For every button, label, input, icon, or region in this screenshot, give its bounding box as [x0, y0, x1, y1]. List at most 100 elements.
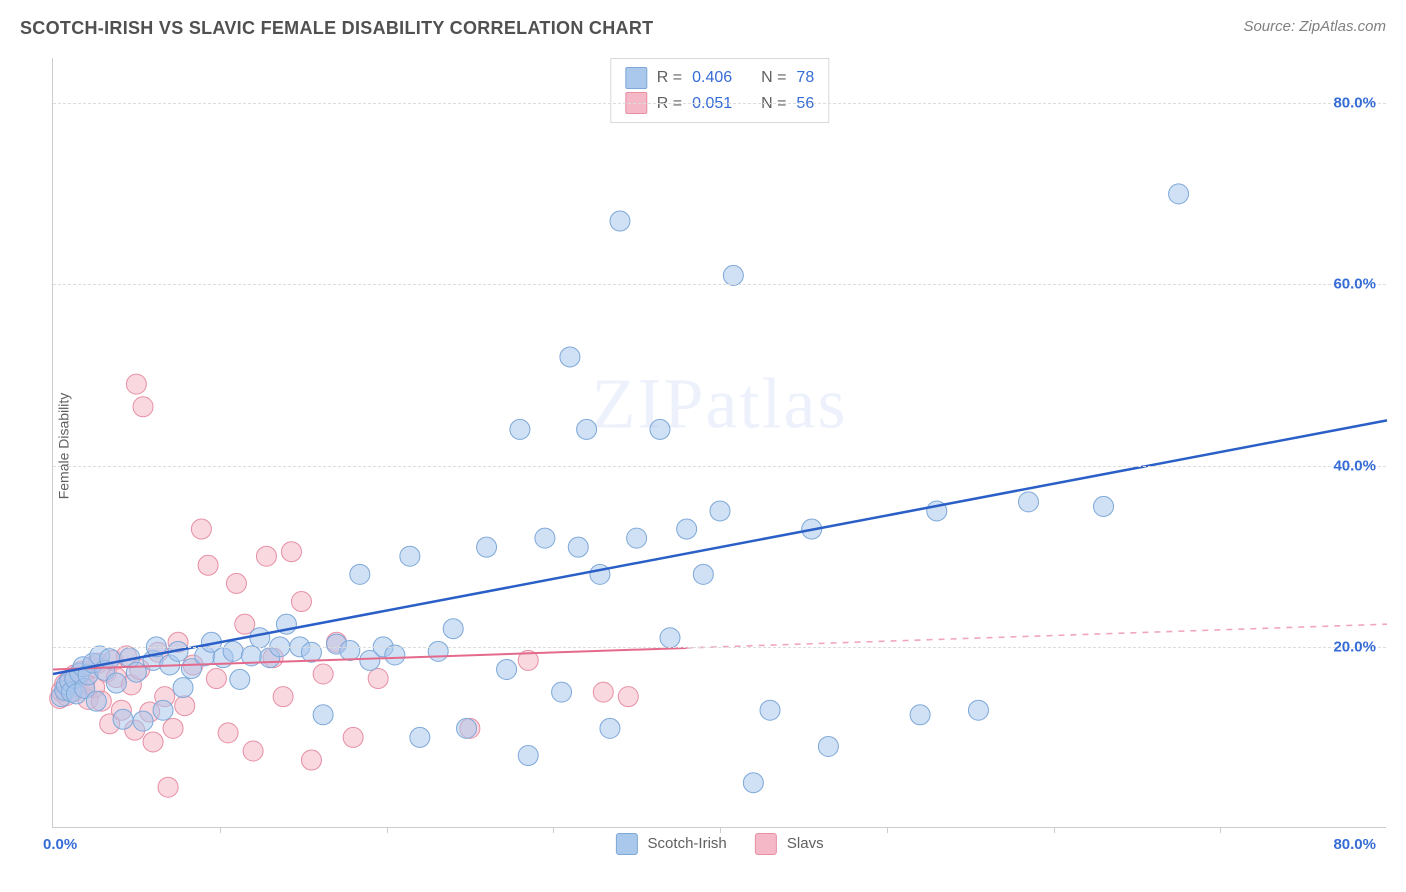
data-point [223, 641, 243, 661]
y-tick-label: 20.0% [1333, 638, 1376, 655]
n-label: N = [761, 65, 786, 91]
data-point [273, 687, 293, 707]
data-point [301, 642, 321, 662]
y-tick-label: 40.0% [1333, 457, 1376, 474]
data-point [313, 664, 333, 684]
data-point [106, 673, 126, 693]
data-point [568, 537, 588, 557]
data-point [710, 501, 730, 521]
gridline [53, 466, 1386, 467]
data-point [618, 687, 638, 707]
chart-container: SCOTCH-IRISH VS SLAVIC FEMALE DISABILITY… [0, 0, 1406, 892]
data-point [535, 528, 555, 548]
data-point [600, 718, 620, 738]
data-point [256, 546, 276, 566]
data-point [593, 682, 613, 702]
data-point [301, 750, 321, 770]
data-point [510, 419, 530, 439]
swatch-series-1 [625, 67, 647, 89]
x-axis-min-label: 0.0% [43, 836, 77, 853]
data-point [650, 419, 670, 439]
data-point [153, 700, 173, 720]
stats-box: R = 0.406 N = 78 R = 0.051 N = 56 [610, 58, 829, 123]
data-point [163, 718, 183, 738]
data-point [552, 682, 572, 702]
x-tick [887, 827, 888, 833]
data-point [86, 691, 106, 711]
legend-item-series-2: Slavs [755, 833, 824, 855]
data-point [113, 709, 133, 729]
data-point [910, 705, 930, 725]
y-tick-label: 80.0% [1333, 95, 1376, 112]
data-point [291, 592, 311, 612]
data-point [226, 573, 246, 593]
data-point [693, 564, 713, 584]
legend-label-series-2: Slavs [787, 835, 824, 852]
x-tick [220, 827, 221, 833]
gridline [53, 647, 1386, 648]
data-point [343, 727, 363, 747]
data-point [723, 265, 743, 285]
r-label: R = [657, 65, 682, 91]
data-point [143, 732, 163, 752]
data-point [477, 537, 497, 557]
data-point [518, 746, 538, 766]
data-point [677, 519, 697, 539]
legend-label-series-1: Scotch-Irish [648, 835, 727, 852]
data-point [410, 727, 430, 747]
data-point [281, 542, 301, 562]
gridline [53, 103, 1386, 104]
stats-row-series-1: R = 0.406 N = 78 [625, 65, 814, 91]
data-point [1169, 184, 1189, 204]
data-point [158, 777, 178, 797]
data-point [560, 347, 580, 367]
data-point [198, 555, 218, 575]
data-point [428, 641, 448, 661]
data-point [191, 519, 211, 539]
data-point [590, 564, 610, 584]
data-point [368, 669, 388, 689]
data-point [173, 678, 193, 698]
data-point [497, 659, 517, 679]
data-point [627, 528, 647, 548]
data-point [133, 711, 153, 731]
data-point [126, 662, 146, 682]
regression-line [53, 420, 1387, 674]
data-point [133, 397, 153, 417]
data-point [313, 705, 333, 725]
data-point [1094, 496, 1114, 516]
plot-area: ZIPatlas R = 0.406 N = 78 R = 0.051 N = … [52, 58, 1386, 828]
data-point [577, 419, 597, 439]
gridline [53, 284, 1386, 285]
data-point [457, 718, 477, 738]
data-point [218, 723, 238, 743]
data-point [818, 736, 838, 756]
data-point [250, 628, 270, 648]
data-point [230, 669, 250, 689]
x-tick [1054, 827, 1055, 833]
legend-swatch-series-1 [615, 833, 637, 855]
data-point [1018, 492, 1038, 512]
data-point [175, 696, 195, 716]
data-point [206, 669, 226, 689]
r-value-series-1: 0.406 [692, 65, 732, 91]
data-point [610, 211, 630, 231]
x-tick [553, 827, 554, 833]
header: SCOTCH-IRISH VS SLAVIC FEMALE DISABILITY… [0, 0, 1406, 39]
data-point [443, 619, 463, 639]
data-point [660, 628, 680, 648]
data-point [243, 741, 263, 761]
legend: Scotch-Irish Slavs [615, 833, 823, 855]
data-point [400, 546, 420, 566]
data-point [760, 700, 780, 720]
x-tick [720, 827, 721, 833]
legend-swatch-series-2 [755, 833, 777, 855]
regression-line-dashed [687, 624, 1387, 648]
data-point [340, 640, 360, 660]
legend-item-series-1: Scotch-Irish [615, 833, 726, 855]
chart-title: SCOTCH-IRISH VS SLAVIC FEMALE DISABILITY… [20, 18, 653, 39]
n-value-series-1: 78 [796, 65, 814, 91]
x-axis-max-label: 80.0% [1333, 836, 1376, 853]
data-point [385, 645, 405, 665]
plot-svg [53, 58, 1386, 827]
